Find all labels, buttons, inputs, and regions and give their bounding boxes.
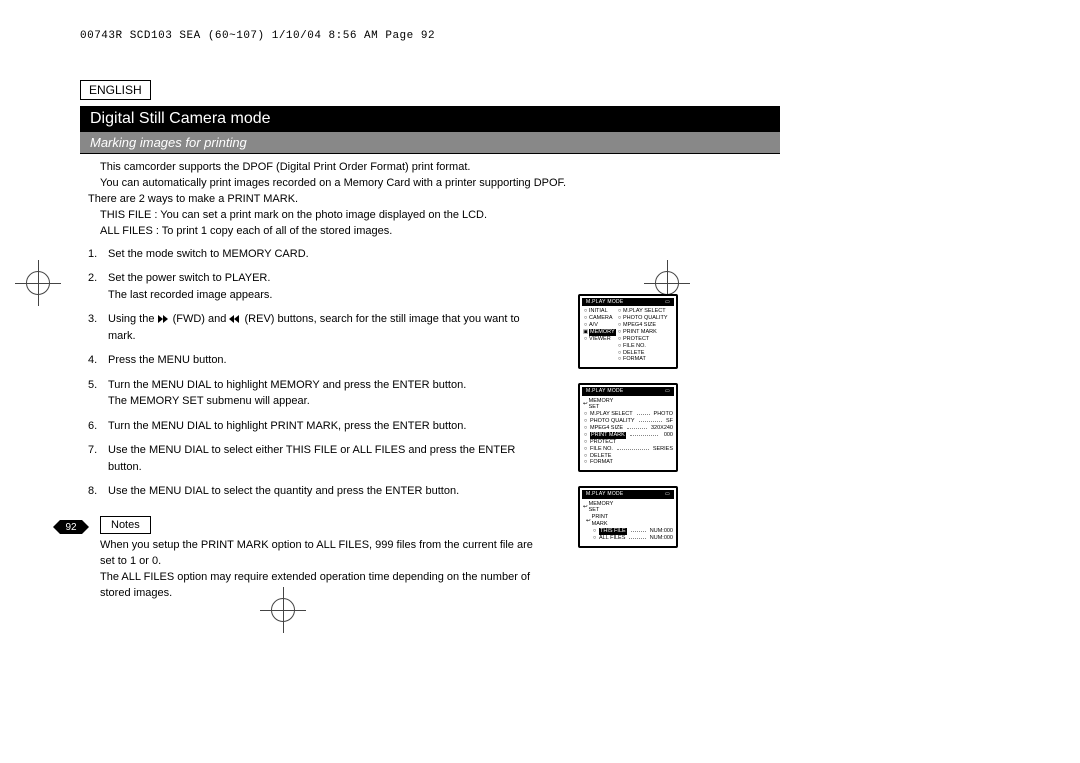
- step: 6. Turn the MENU DIAL to highlight PRINT…: [88, 418, 540, 435]
- notes-body: When you setup the PRINT MARK option to …: [80, 538, 540, 602]
- intro-block: This camcorder supports the DPOF (Digita…: [80, 154, 780, 246]
- intro-line: There are 2 ways to make a PRINT MARK.: [88, 192, 780, 208]
- step-number: 1.: [88, 246, 102, 263]
- section-title: Marking images for printing: [80, 132, 780, 154]
- step: 5. Turn the MENU DIAL to highlight MEMOR…: [88, 377, 540, 410]
- lcd-row: ○PHOTO QUALITYSF: [580, 418, 676, 425]
- lcd-menu-right: ○PHOTO QUALITY: [617, 315, 673, 322]
- step-text-line: (REV) buttons, search for the still imag…: [108, 313, 520, 342]
- manual-page: ENGLISH Digital Still Camera mode Markin…: [80, 80, 780, 601]
- lcd-menu-left: ▣MEMORY: [583, 329, 615, 336]
- lcd-screens: M.PLAY MODE ▭ ○INITIAL○M.PLAY SELECT○CAM…: [578, 294, 678, 548]
- notes-label: Notes: [100, 516, 151, 534]
- lcd-title-text: M.PLAY MODE: [586, 299, 624, 305]
- lcd-row: ○M.PLAY SELECTPHOTO: [580, 411, 676, 418]
- step-text: Set the mode switch to MEMORY CARD.: [108, 246, 540, 263]
- lcd-row: ○FILE NO.SERIES: [580, 446, 676, 453]
- lcd-title-text: M.PLAY MODE: [586, 491, 624, 497]
- step-text: Using the (FWD) and (REV) buttons, searc…: [108, 311, 540, 344]
- camera-icon: ▭: [665, 388, 670, 394]
- fast-forward-icon: [158, 315, 170, 323]
- lcd-menu-left: [583, 350, 615, 357]
- lcd-title: M.PLAY MODE ▭: [582, 387, 674, 395]
- lcd-title: M.PLAY MODE ▭: [582, 298, 674, 306]
- lcd-title: M.PLAY MODE ▭: [582, 490, 674, 498]
- lcd-row: ○FORMAT: [580, 459, 676, 466]
- lcd-menu-left: [583, 356, 615, 363]
- step: 3. Using the (FWD) and (REV) buttons, se…: [88, 311, 540, 344]
- mode-title: Digital Still Camera mode: [80, 106, 780, 132]
- lcd-menu-left: ○A/V: [583, 322, 615, 329]
- step-number: 8.: [88, 483, 102, 500]
- lcd-screen-3: M.PLAY MODE ▭ ↩MEMORY SET ↩ PRINT MARK ○…: [578, 486, 678, 548]
- step-text-line: The MEMORY SET submenu will appear.: [108, 395, 310, 407]
- step: 7. Use the MENU DIAL to select either TH…: [88, 442, 540, 475]
- note-line: When you setup the PRINT MARK option to …: [100, 538, 540, 570]
- lcd-menu-left: ○CAMERA: [583, 315, 615, 322]
- step: 4. Press the MENU button.: [88, 352, 540, 369]
- note-line: The ALL FILES option may require extende…: [100, 570, 540, 602]
- lcd-menu-left: ○VIEWER: [583, 336, 615, 343]
- step-text: Set the power switch to PLAYER. The last…: [108, 270, 540, 303]
- lcd-menu-right: ○DELETE: [617, 350, 673, 357]
- lcd-row: ○PRINT MARK000: [580, 432, 676, 439]
- step-text-line: Turn the MENU DIAL to highlight MEMORY a…: [108, 379, 466, 391]
- step-number: 4.: [88, 352, 102, 369]
- crop-mark: [15, 260, 61, 306]
- lcd-row: ○DELETE: [580, 453, 676, 460]
- lcd-menu-right: ○PRINT MARK: [617, 329, 673, 336]
- lcd-menu-right: ○FILE NO.: [617, 343, 673, 350]
- step-text-line: Using the: [108, 313, 158, 325]
- lcd-row: ○MPEG4 SIZE320X240: [580, 425, 676, 432]
- lcd-menu-right: ○FORMAT: [617, 356, 673, 363]
- lcd-header: ↩MEMORY SET: [583, 501, 615, 515]
- lcd-screen-1: M.PLAY MODE ▭ ○INITIAL○M.PLAY SELECT○CAM…: [578, 294, 678, 369]
- camera-icon: ▭: [665, 299, 670, 305]
- lcd-menu-right: ○M.PLAY SELECT: [617, 308, 673, 315]
- lcd-row: ○THIS FILENUM:000: [580, 528, 676, 535]
- step-text-line: Set the power switch to PLAYER.: [108, 272, 270, 284]
- step-text-line: (FWD) and: [173, 313, 230, 325]
- file-meta-line: 00743R SCD103 SEA (60~107) 1/10/04 8:56 …: [80, 30, 435, 42]
- step-text: Turn the MENU DIAL to highlight PRINT MA…: [108, 418, 540, 435]
- step-text: Turn the MENU DIAL to highlight MEMORY a…: [108, 377, 540, 410]
- intro-line: You can automatically print images recor…: [100, 176, 780, 192]
- step-text-line: The last recorded image appears.: [108, 289, 272, 301]
- camera-icon: ▭: [665, 491, 670, 497]
- step: 8. Use the MENU DIAL to select the quant…: [88, 483, 540, 500]
- lcd-title-text: M.PLAY MODE: [586, 388, 624, 394]
- lcd-screen-2: M.PLAY MODE ▭ ↩MEMORY SET ○M.PLAY SELECT…: [578, 383, 678, 472]
- step-number: 2.: [88, 270, 102, 303]
- intro-line: THIS FILE : You can set a print mark on …: [100, 208, 780, 224]
- step-number: 7.: [88, 442, 102, 475]
- step-number: 6.: [88, 418, 102, 435]
- lcd-row: ○ALL FILESNUM:000: [580, 535, 676, 542]
- page-number: 92: [60, 520, 82, 534]
- lcd-header: ↩MEMORY SET: [583, 398, 615, 412]
- steps-list: 1. Set the mode switch to MEMORY CARD. 2…: [80, 246, 540, 500]
- step-number: 3.: [88, 311, 102, 344]
- lcd-menu-left: ○INITIAL: [583, 308, 615, 315]
- step-text: Use the MENU DIAL to select either THIS …: [108, 442, 540, 475]
- step-text: Use the MENU DIAL to select the quantity…: [108, 483, 540, 500]
- lcd-menu-left: [583, 343, 615, 350]
- step: 2. Set the power switch to PLAYER. The l…: [88, 270, 540, 303]
- lcd-row: ○PROTECT: [580, 439, 676, 446]
- step-number: 5.: [88, 377, 102, 410]
- intro-line: This camcorder supports the DPOF (Digita…: [100, 160, 780, 176]
- lcd-menu-right: ○PROTECT: [617, 336, 673, 343]
- lcd-sub: ↩ PRINT MARK: [583, 514, 615, 528]
- step: 1. Set the mode switch to MEMORY CARD.: [88, 246, 540, 263]
- step-text: Press the MENU button.: [108, 352, 540, 369]
- language-label: ENGLISH: [80, 80, 151, 100]
- lcd-menu-right: ○MPEG4 SIZE: [617, 322, 673, 329]
- rewind-icon: [229, 315, 241, 323]
- intro-line: ALL FILES : To print 1 copy each of all …: [100, 224, 780, 240]
